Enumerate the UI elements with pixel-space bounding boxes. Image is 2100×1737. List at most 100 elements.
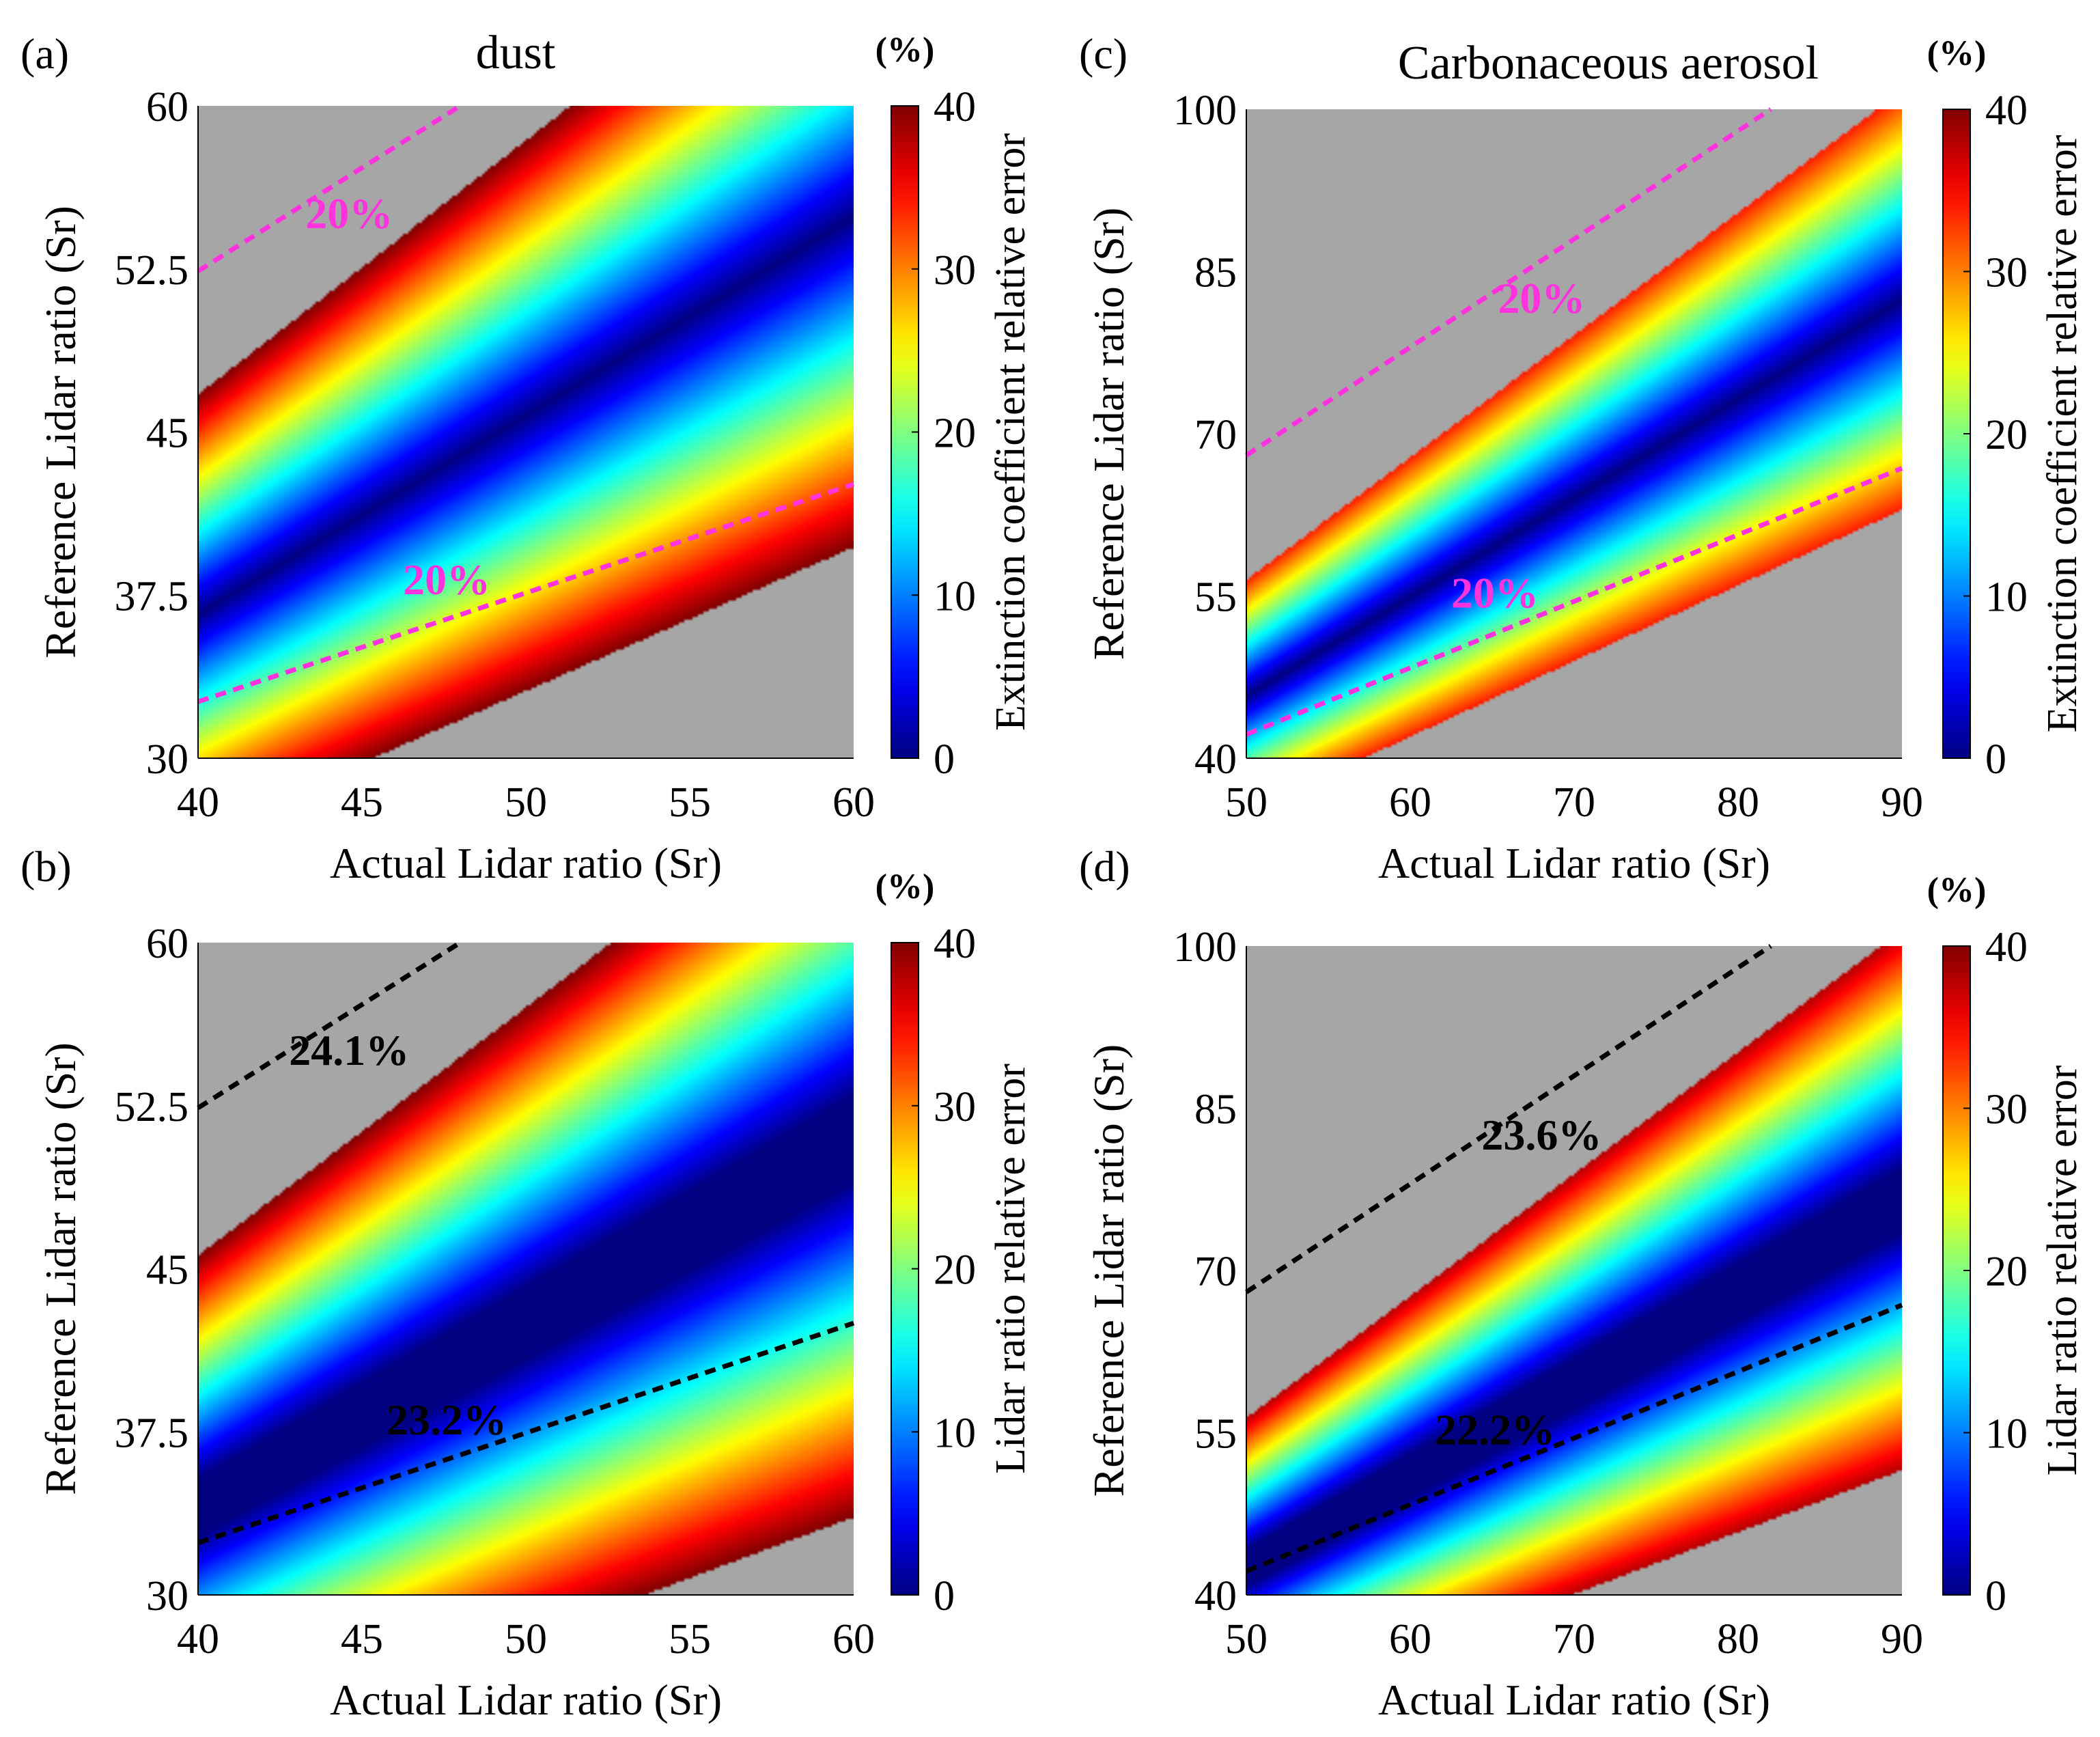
colorbar-tick-label-a: 10 — [934, 573, 976, 620]
colorbar-tick-label-b: 20 — [934, 1247, 976, 1294]
colorbar-tick-label-b: 40 — [934, 921, 976, 967]
heatmap-b — [198, 943, 854, 1595]
y-tick-label-b: 52.5 — [115, 1084, 189, 1130]
colorbar-tick-label-d: 30 — [1985, 1087, 2028, 1133]
x-tick-label-d: 70 — [1553, 1616, 1595, 1663]
y-tick-label-a: 52.5 — [115, 247, 189, 294]
contour-label-a-1: 20% — [305, 189, 393, 238]
contour-label-c-2: 20% — [1451, 568, 1539, 617]
panel-a: 20% 20% 40 45 50 55 60 30 37.5 45 52.5 60 Actual Lid… — [20, 27, 1034, 887]
y-tick-label-c: 85 — [1194, 250, 1237, 296]
x-tick-label-d: 80 — [1717, 1616, 1759, 1663]
colorbar-tick-label-a: 20 — [934, 411, 976, 457]
colorbar-label-b: Lidar ratio relative error — [988, 1064, 1034, 1474]
y-tick-label-c: 55 — [1194, 574, 1237, 621]
x-tick-label-b: 55 — [669, 1616, 711, 1663]
contour-label-b-1: 24.1% — [289, 1026, 409, 1074]
contour-label-d-2: 22.2% — [1435, 1405, 1555, 1454]
heatmap-d — [1246, 946, 1902, 1595]
contour-line-b-1 — [197, 941, 462, 1110]
x-tick-label-c: 80 — [1717, 779, 1759, 826]
y-tick-label-d: 85 — [1194, 1087, 1237, 1133]
colorbar-tick-label-a: 40 — [934, 84, 976, 130]
colorbar-tick-label-c: 20 — [1985, 412, 2028, 458]
x-tick-label-b: 45 — [341, 1616, 383, 1663]
colorbar-unit-c: (%) — [1927, 34, 1987, 73]
y-tick-label-d: 40 — [1194, 1573, 1237, 1620]
colorbar-tick-label-c: 10 — [1985, 574, 2028, 621]
contour-line-c-2 — [1245, 466, 1903, 737]
colorbar-tick-label-a: 30 — [934, 247, 976, 294]
heatmap-a — [198, 106, 854, 758]
contour-label-a-2: 20% — [403, 555, 490, 604]
contour-line-d-2 — [1245, 1303, 1903, 1574]
y-tick-label-c: 40 — [1194, 736, 1237, 783]
panel-label-c: (c) — [1079, 29, 1128, 78]
colorbar-unit-a: (%) — [876, 31, 935, 70]
colorbar-tick-label-c: 0 — [1985, 736, 2006, 783]
y-tick-label-d: 70 — [1194, 1249, 1237, 1295]
x-tick-label-a: 50 — [505, 779, 547, 826]
contour-line-c-1 — [1245, 107, 1772, 458]
x-axis-label-b: Actual Lidar ratio (Sr) — [330, 1676, 722, 1724]
y-tick-label-a: 60 — [146, 84, 188, 130]
colorbar-label-d: Lidar ratio relative error — [2039, 1065, 2086, 1475]
y-tick-label-b: 45 — [146, 1247, 188, 1294]
y-tick-label-c: 70 — [1194, 412, 1237, 458]
x-tick-label-d: 90 — [1881, 1616, 1923, 1663]
x-tick-label-a: 40 — [177, 779, 219, 826]
contour-line-a-1 — [197, 104, 462, 273]
x-tick-label-a: 60 — [832, 779, 875, 826]
y-axis-label-b: Reference Lidar ratio (Sr) — [36, 1042, 85, 1495]
x-tick-label-b: 40 — [177, 1616, 219, 1663]
colorbar-tick-label-b: 30 — [934, 1084, 976, 1130]
y-tick-label-a: 30 — [146, 736, 188, 783]
x-tick-label-b: 60 — [832, 1616, 875, 1663]
x-tick-label-c: 70 — [1553, 779, 1595, 826]
y-tick-label-d: 100 — [1173, 924, 1237, 971]
colorbar-label-c: Extinction coefficient relative error — [2039, 135, 2086, 732]
colorbar-tick-label-d: 10 — [1985, 1411, 2028, 1458]
colorbar-tick-label-b: 0 — [934, 1573, 955, 1620]
y-tick-label-b: 30 — [146, 1573, 188, 1620]
colorbar-unit-b: (%) — [876, 867, 935, 906]
y-axis-label-a: Reference Lidar ratio (Sr) — [36, 206, 85, 658]
colorbar-tick-label-b: 10 — [934, 1410, 976, 1456]
colorbar-tick-label-d: 20 — [1985, 1249, 2028, 1295]
panel-label-a: (a) — [20, 29, 69, 78]
x-tick-label-d: 50 — [1225, 1616, 1268, 1663]
x-tick-label-a: 55 — [669, 779, 711, 826]
x-axis-label-a: Actual Lidar ratio (Sr) — [330, 839, 722, 887]
contour-label-b-2: 23.2% — [387, 1395, 507, 1444]
x-tick-label-b: 50 — [505, 1616, 547, 1663]
contour-label-c-1: 20% — [1498, 274, 1585, 322]
y-tick-label-d: 55 — [1194, 1411, 1237, 1458]
x-axis-label-d: Actual Lidar ratio (Sr) — [1378, 1676, 1770, 1724]
x-axis-label-c: Actual Lidar ratio (Sr) — [1378, 839, 1770, 887]
x-tick-label-a: 45 — [341, 779, 383, 826]
panel-title-a: dust — [476, 27, 556, 79]
x-tick-label-c: 60 — [1389, 779, 1431, 826]
colorbar-tick-label-a: 0 — [934, 736, 955, 783]
contour-line-a-2 — [197, 482, 855, 704]
colorbar-tick-label-c: 30 — [1985, 250, 2028, 296]
panel-label-d: (d) — [1079, 842, 1130, 891]
colorbar-tick-label-c: 40 — [1985, 87, 2028, 134]
colorbar-tick-label-d: 40 — [1985, 924, 2028, 971]
x-tick-label-d: 60 — [1389, 1616, 1431, 1663]
panel-title-c: Carbonaceous aerosol — [1398, 37, 1819, 89]
colorbar-label-a: Extinction coefficient relative error — [988, 133, 1034, 731]
contour-label-d-1: 23.6% — [1481, 1111, 1601, 1159]
colorbar-tick-label-d: 0 — [1985, 1573, 2006, 1620]
y-axis-label-d: Reference Lidar ratio (Sr) — [1084, 1044, 1133, 1497]
x-tick-label-c: 50 — [1225, 779, 1268, 826]
y-tick-label-b: 37.5 — [115, 1410, 189, 1456]
y-tick-label-b: 60 — [146, 921, 188, 967]
x-tick-label-c: 90 — [1881, 779, 1923, 826]
y-axis-label-c: Reference Lidar ratio (Sr) — [1084, 208, 1133, 661]
colorbar-unit-d: (%) — [1927, 871, 1987, 910]
panel-label-b: (b) — [20, 842, 72, 891]
